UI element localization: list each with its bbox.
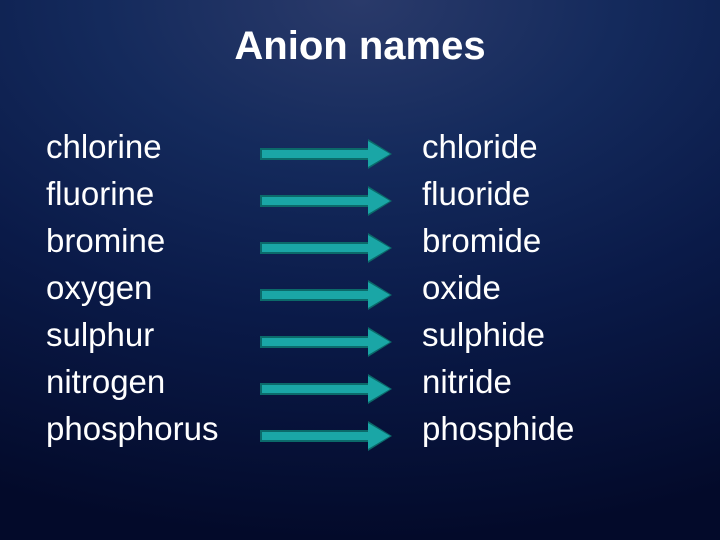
arrow-shaft bbox=[260, 336, 368, 348]
arrow-shaft bbox=[260, 195, 368, 207]
arrow-icon bbox=[260, 365, 390, 412]
anion-item: chloride bbox=[422, 130, 574, 177]
arrow-icon bbox=[260, 130, 390, 177]
arrow-head bbox=[368, 282, 390, 308]
arrow-head bbox=[368, 423, 390, 449]
arrow-shaft bbox=[260, 289, 368, 301]
element-item: chlorine bbox=[46, 130, 218, 177]
element-item: phosphorus bbox=[46, 412, 218, 459]
element-item: oxygen bbox=[46, 271, 218, 318]
anion-item: sulphide bbox=[422, 318, 574, 365]
arrow-icon bbox=[260, 318, 390, 365]
arrow-shaft bbox=[260, 383, 368, 395]
arrow-icon bbox=[260, 271, 390, 318]
slide-title: Anion names bbox=[0, 24, 720, 69]
anions-column: chloridefluoridebromideoxidesulphidenitr… bbox=[422, 130, 574, 459]
arrow-head bbox=[368, 141, 390, 167]
anion-item: bromide bbox=[422, 224, 574, 271]
arrow-head bbox=[368, 376, 390, 402]
element-item: bromine bbox=[46, 224, 218, 271]
elements-column: chlorinefluorinebromineoxygensulphurnitr… bbox=[46, 130, 218, 459]
arrow-head bbox=[368, 329, 390, 355]
arrow-shaft bbox=[260, 430, 368, 442]
arrow-head bbox=[368, 188, 390, 214]
arrow-icon bbox=[260, 412, 390, 459]
element-item: nitrogen bbox=[46, 365, 218, 412]
anion-item: fluoride bbox=[422, 177, 574, 224]
anion-item: nitride bbox=[422, 365, 574, 412]
arrow-icon bbox=[260, 224, 390, 271]
arrow-icon bbox=[260, 177, 390, 224]
anion-item: oxide bbox=[422, 271, 574, 318]
arrows-column bbox=[260, 130, 390, 459]
element-item: fluorine bbox=[46, 177, 218, 224]
arrow-shaft bbox=[260, 148, 368, 160]
element-item: sulphur bbox=[46, 318, 218, 365]
anion-item: phosphide bbox=[422, 412, 574, 459]
arrow-head bbox=[368, 235, 390, 261]
arrow-shaft bbox=[260, 242, 368, 254]
